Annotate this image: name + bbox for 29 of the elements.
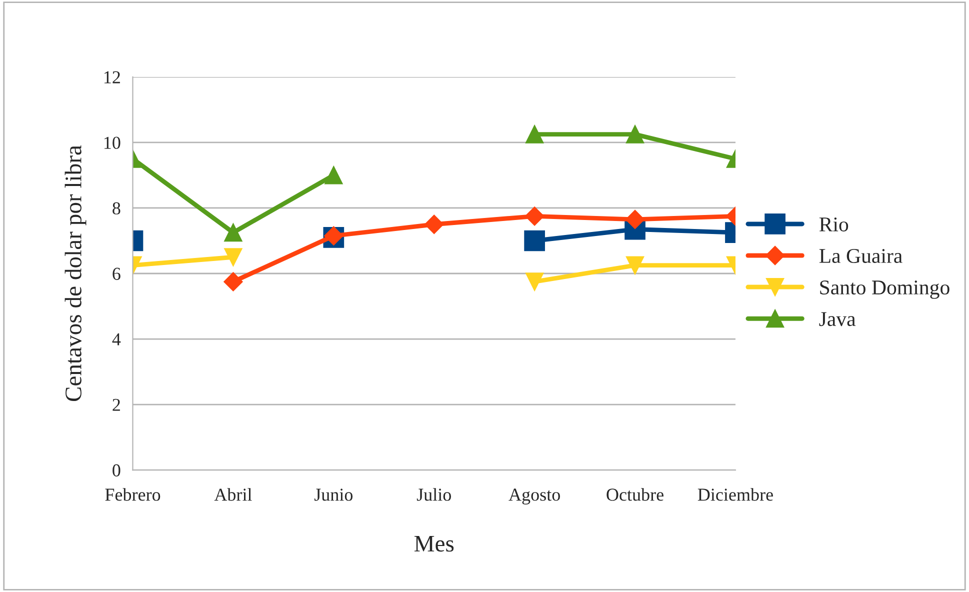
legend-label: Rio (819, 217, 848, 232)
x-axis-title: Mes (414, 536, 454, 552)
point (526, 272, 544, 291)
legend-label: Java (819, 312, 856, 326)
y-tick-label: 10 (104, 136, 120, 149)
y-tick-label: 2 (112, 398, 120, 411)
x-tick-label: Diciembre (698, 488, 773, 501)
x-tick-label: Julio (416, 488, 451, 501)
point (524, 230, 545, 252)
point (526, 125, 544, 144)
x-tick-label: Febrero (105, 488, 160, 501)
x-tick-label: Junio (314, 488, 353, 501)
point (424, 214, 444, 234)
legend-label: Santo Domingo (820, 280, 950, 299)
point (525, 206, 544, 226)
point (626, 256, 644, 274)
y-tick-label: 0 (112, 464, 120, 476)
y-axis-title: Centavos de dolar por libra (64, 145, 86, 402)
x-tick-label: Octubre (606, 488, 664, 501)
point (625, 210, 645, 229)
y-tick-label: 8 (112, 202, 120, 214)
y-tick-label: 4 (112, 333, 121, 346)
point (324, 166, 343, 184)
point (626, 125, 644, 144)
y-tick-label: 12 (104, 71, 120, 84)
y-tick-label: 6 (112, 268, 120, 280)
x-tick-label: Agosto (508, 488, 560, 504)
x-tick-label: Abril (214, 488, 252, 501)
legend-label: La Guaira (819, 248, 902, 263)
